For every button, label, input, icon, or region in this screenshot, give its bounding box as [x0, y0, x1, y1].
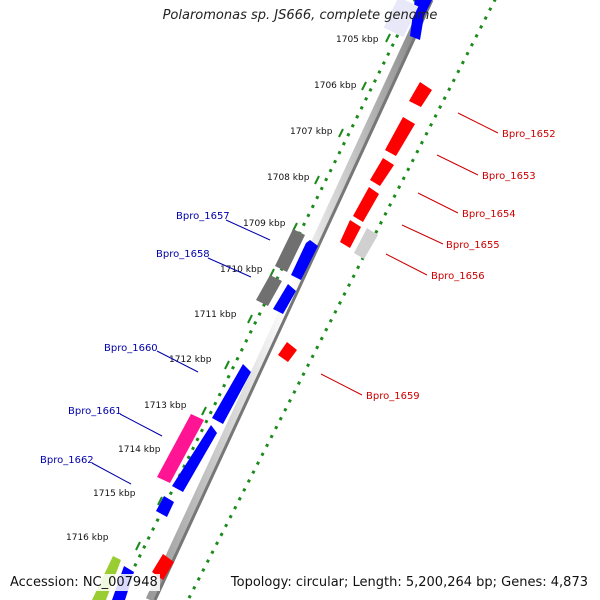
gene-bpro1657[interactable] [275, 229, 305, 272]
gene-bpro1661-fwd[interactable] [172, 425, 217, 492]
label-bpro1662[interactable]: Bpro_1662 [40, 455, 94, 466]
gene-labels-right: Bpro_1652 Bpro_1653 Bpro_1654 Bpro_1655 … [366, 129, 556, 402]
tick-label-1708: 1708 kbp [267, 173, 310, 183]
genome-summary: Topology: circular; Length: 5,200,264 bp… [228, 574, 590, 591]
label-bpro1653[interactable]: Bpro_1653 [482, 171, 536, 182]
label-bpro1657[interactable]: Bpro_1657 [176, 211, 230, 222]
tick-label-1710: 1710 kbp [220, 265, 263, 275]
label-bpro1652[interactable]: Bpro_1652 [502, 129, 556, 140]
label-bpro1659[interactable]: Bpro_1659 [366, 391, 420, 402]
tick-label-1711: 1711 kbp [194, 310, 237, 320]
accession-label: Accession: NC_007948 [8, 574, 160, 591]
tick-labels: 1705 kbp 1706 kbp 1707 kbp 1708 kbp 1709… [66, 35, 379, 543]
leader-lines [91, 112, 499, 485]
gene-bottom-red[interactable] [152, 554, 174, 580]
gene-bpro1658[interactable] [256, 275, 282, 306]
tick-label-1714: 1714 kbp [118, 445, 161, 455]
label-bpro1654[interactable]: Bpro_1654 [462, 209, 516, 220]
gene-bpro1657-fwd[interactable] [291, 240, 318, 280]
tick-label-1705: 1705 kbp [336, 35, 379, 45]
label-bpro1656[interactable]: Bpro_1656 [431, 271, 485, 282]
tick-label-1716: 1716 kbp [66, 533, 109, 543]
gene-bpro1656[interactable] [354, 228, 378, 259]
map-title: Polaromonas sp. JS666, complete genome [162, 8, 438, 23]
gene-bpro1658-fwd[interactable] [273, 284, 296, 314]
tick-label-1707: 1707 kbp [290, 127, 333, 137]
label-bpro1661[interactable]: Bpro_1661 [68, 406, 122, 417]
outer-dotted-ring [186, 0, 497, 600]
gene-labels-left: Bpro_1657 Bpro_1658 Bpro_1660 Bpro_1661 … [40, 211, 230, 466]
tick-label-1709: 1709 kbp [243, 219, 286, 229]
genome-backbone-edge [153, 0, 434, 600]
gene-bpro1654[interactable] [370, 158, 394, 186]
gene-bpro1652[interactable] [409, 82, 432, 107]
gene-bpro1659[interactable] [278, 342, 297, 362]
gene-top-white-block [383, 0, 419, 38]
gene-bpro1655b[interactable] [340, 220, 361, 248]
tick-label-1713: 1713 kbp [144, 401, 187, 411]
tick-label-1712: 1712 kbp [169, 355, 212, 365]
gene-bpro1661[interactable] [157, 414, 204, 483]
gene-bpro1660[interactable] [212, 364, 251, 424]
tick-label-1706: 1706 kbp [314, 81, 357, 91]
label-bpro1655[interactable]: Bpro_1655 [446, 240, 500, 251]
reverse-strand-genes [152, 82, 432, 580]
gene-bpro1655[interactable] [353, 187, 379, 222]
tick-label-1715: 1715 kbp [93, 489, 136, 499]
gene-bpro1653[interactable] [385, 117, 415, 156]
label-bpro1660[interactable]: Bpro_1660 [104, 343, 158, 354]
label-bpro1658[interactable]: Bpro_1658 [156, 249, 210, 260]
gene-bpro1662[interactable] [156, 496, 174, 517]
